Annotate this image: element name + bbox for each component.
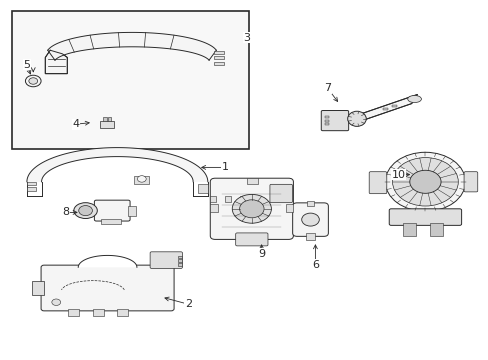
- Text: 10: 10: [391, 170, 405, 180]
- Circle shape: [232, 194, 271, 223]
- Polygon shape: [353, 94, 417, 123]
- Circle shape: [52, 299, 61, 305]
- Text: 6: 6: [311, 260, 318, 270]
- Bar: [107, 117, 111, 121]
- FancyBboxPatch shape: [388, 209, 461, 225]
- Bar: [213, 51, 223, 54]
- Ellipse shape: [74, 203, 97, 219]
- Bar: [285, 204, 293, 212]
- Bar: [134, 176, 149, 184]
- Bar: [306, 201, 314, 206]
- Bar: [198, 184, 207, 193]
- Text: 2: 2: [184, 299, 191, 309]
- Text: 3: 3: [243, 33, 250, 43]
- FancyBboxPatch shape: [150, 252, 182, 269]
- FancyBboxPatch shape: [321, 111, 348, 131]
- Circle shape: [301, 213, 319, 226]
- Bar: [100, 121, 114, 128]
- Circle shape: [239, 200, 264, 218]
- Text: 4: 4: [72, 119, 79, 129]
- Polygon shape: [78, 256, 137, 267]
- Bar: [68, 309, 79, 316]
- Bar: [102, 117, 106, 121]
- Bar: [27, 187, 36, 191]
- FancyBboxPatch shape: [292, 203, 327, 236]
- Bar: [213, 57, 223, 59]
- Bar: [12, 11, 249, 149]
- Circle shape: [392, 158, 457, 206]
- Circle shape: [409, 170, 440, 193]
- Circle shape: [29, 78, 38, 84]
- Bar: [305, 233, 315, 240]
- Bar: [325, 123, 328, 125]
- Bar: [403, 223, 415, 236]
- Bar: [178, 256, 182, 258]
- Polygon shape: [48, 32, 216, 60]
- Polygon shape: [45, 50, 67, 74]
- Bar: [128, 206, 136, 216]
- Bar: [32, 281, 44, 295]
- Bar: [210, 196, 216, 202]
- Circle shape: [79, 206, 92, 216]
- Bar: [210, 204, 217, 212]
- Bar: [254, 196, 260, 202]
- Circle shape: [385, 152, 465, 211]
- FancyBboxPatch shape: [210, 178, 293, 239]
- Bar: [239, 196, 245, 202]
- FancyBboxPatch shape: [94, 200, 130, 221]
- Bar: [178, 259, 182, 262]
- Bar: [178, 263, 182, 266]
- Polygon shape: [27, 148, 207, 182]
- Text: 9: 9: [258, 249, 264, 259]
- Bar: [117, 309, 128, 316]
- Bar: [27, 182, 36, 185]
- Ellipse shape: [347, 111, 366, 126]
- Ellipse shape: [407, 95, 421, 103]
- Text: 5: 5: [23, 60, 30, 70]
- Text: 1: 1: [221, 162, 228, 172]
- Bar: [391, 105, 396, 107]
- Bar: [325, 120, 328, 122]
- FancyBboxPatch shape: [235, 233, 267, 246]
- Bar: [224, 196, 230, 202]
- Bar: [429, 223, 442, 236]
- FancyBboxPatch shape: [41, 265, 174, 311]
- Bar: [325, 116, 328, 118]
- Circle shape: [25, 75, 41, 87]
- Circle shape: [137, 176, 146, 182]
- Bar: [213, 62, 223, 65]
- FancyBboxPatch shape: [368, 172, 386, 194]
- Bar: [246, 178, 257, 184]
- FancyBboxPatch shape: [269, 184, 292, 203]
- Text: 7: 7: [324, 83, 330, 93]
- Bar: [101, 219, 121, 224]
- Text: 8: 8: [62, 207, 69, 217]
- FancyBboxPatch shape: [463, 172, 477, 192]
- Bar: [383, 108, 387, 110]
- Bar: [93, 309, 103, 316]
